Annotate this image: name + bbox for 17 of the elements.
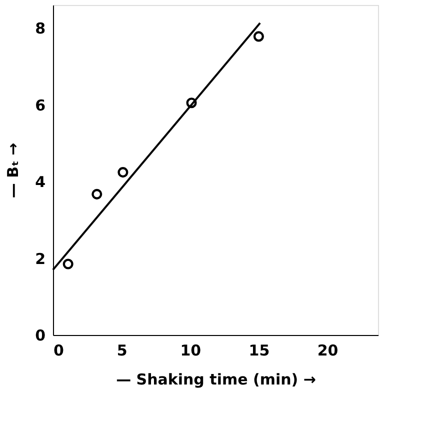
x-tick-label: 5 bbox=[116, 342, 128, 360]
point bbox=[62, 258, 74, 270]
y-tick-label: 0 bbox=[35, 326, 46, 344]
x-tick-label: 10 bbox=[180, 342, 202, 360]
y-tick-label: 2 bbox=[35, 250, 46, 268]
point bbox=[92, 188, 102, 200]
point bbox=[186, 98, 197, 108]
point bbox=[118, 167, 128, 178]
point bbox=[253, 31, 264, 42]
y-tick-label: 4 bbox=[35, 173, 46, 192]
x-tick-label: 15 bbox=[248, 342, 270, 360]
x-axis-title: — Shaking time (min) → bbox=[116, 370, 316, 388]
x-tick-label: 0 bbox=[54, 342, 64, 360]
y-tick-label: 8 bbox=[35, 20, 46, 38]
y-tick-label: 6 bbox=[35, 96, 46, 114]
y-axis-title: — Bₜ → bbox=[4, 142, 22, 198]
x-tick-label: 20 bbox=[317, 342, 338, 360]
